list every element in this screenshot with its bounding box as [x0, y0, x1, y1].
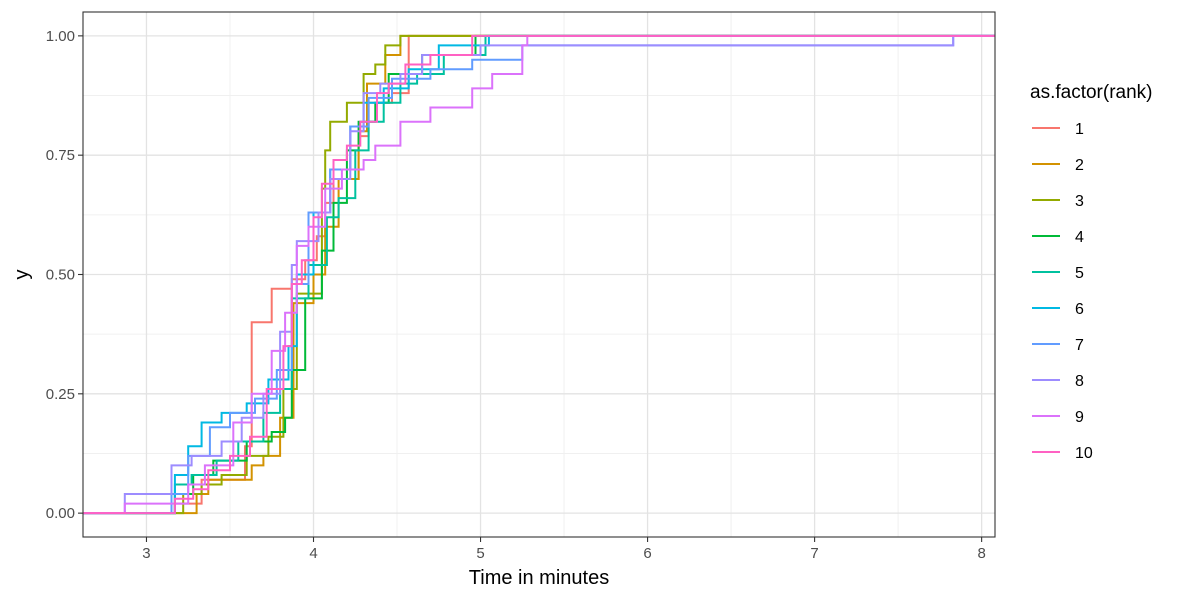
series-line-3 — [83, 34, 995, 515]
series-line-5 — [83, 34, 995, 515]
legend-item: 7 — [1032, 337, 1084, 354]
legend-title: as.factor(rank) — [1030, 82, 1152, 103]
x-tick-label: 4 — [309, 545, 317, 562]
legend-item: 9 — [1032, 409, 1084, 426]
series-line-2 — [83, 34, 995, 515]
x-tick-label: 3 — [142, 545, 150, 562]
series-line-10 — [83, 34, 995, 515]
series-layer — [83, 34, 995, 515]
legend-label: 4 — [1075, 229, 1084, 246]
y-tick-label: 0.00 — [46, 505, 75, 522]
y-tick-label: 1.00 — [46, 28, 75, 45]
x-axis: 3 4 5 6 7 8 — [142, 537, 986, 562]
y-tick-label: 0.75 — [46, 147, 75, 164]
y-tick-label: 0.25 — [46, 386, 75, 403]
legend-item: 6 — [1032, 301, 1084, 318]
legend-label: 7 — [1075, 337, 1084, 354]
legend-label: 8 — [1075, 373, 1084, 390]
legend-label: 1 — [1075, 121, 1084, 138]
y-tick-label: 0.50 — [46, 267, 75, 284]
series-line-9 — [83, 34, 995, 515]
y-axis-title: y — [11, 270, 33, 280]
legend: as.factor(rank) 1 2 3 4 5 6 7 8 9 10 — [1030, 82, 1152, 462]
legend-item: 3 — [1032, 193, 1084, 210]
legend-label: 10 — [1075, 445, 1093, 462]
legend-item: 8 — [1032, 373, 1084, 390]
legend-item: 5 — [1032, 265, 1084, 282]
legend-label: 3 — [1075, 193, 1084, 210]
x-axis-title: Time in minutes — [469, 567, 609, 589]
legend-item: 1 — [1032, 121, 1084, 138]
legend-items: 1 2 3 4 5 6 7 8 9 10 — [1032, 121, 1093, 462]
x-tick-label: 5 — [476, 545, 484, 562]
legend-item: 4 — [1032, 229, 1084, 246]
y-axis: 0.00 0.25 0.50 0.75 1.00 — [46, 28, 83, 522]
legend-item: 10 — [1032, 445, 1093, 462]
minor-gridlines — [83, 12, 995, 537]
legend-label: 5 — [1075, 265, 1084, 282]
legend-label: 6 — [1075, 301, 1084, 318]
legend-label: 9 — [1075, 409, 1084, 426]
plot-panel — [82, 11, 996, 538]
legend-item: 2 — [1032, 157, 1084, 174]
legend-label: 2 — [1075, 157, 1084, 174]
x-tick-label: 7 — [810, 545, 818, 562]
x-tick-label: 6 — [643, 545, 651, 562]
x-tick-label: 8 — [977, 545, 985, 562]
